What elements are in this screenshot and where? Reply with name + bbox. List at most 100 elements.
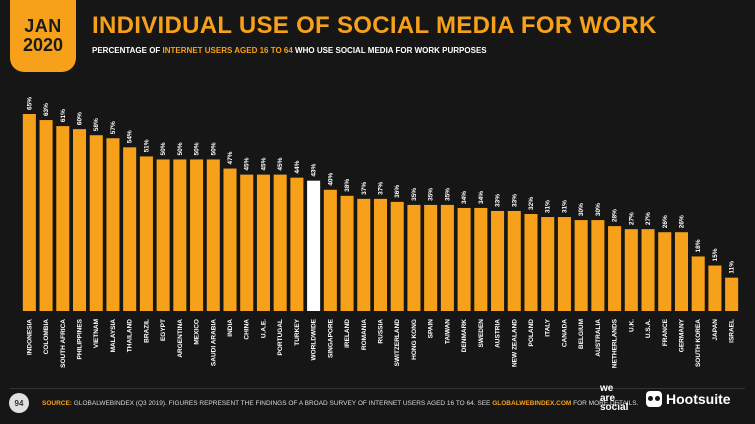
bar-denmark [457, 207, 471, 311]
value-label: 15% [712, 248, 719, 261]
bar-thailand [123, 147, 137, 311]
source-tail: FOR MORE DETAILS. [573, 400, 639, 407]
bar-netherlands [608, 226, 622, 311]
value-label: 45% [244, 157, 251, 170]
value-label: 26% [678, 215, 685, 228]
category-label: ARGENTINA [177, 319, 184, 358]
category-label: MEXICO [194, 319, 201, 345]
category-label: VIETNAM [93, 319, 100, 348]
value-label: 45% [277, 157, 284, 170]
value-label: 36% [394, 185, 401, 198]
value-label: 50% [194, 142, 201, 155]
value-label: 44% [294, 160, 301, 173]
category-label: TURKEY [294, 318, 301, 345]
subtitle-highlight: INTERNET USERS AGED 16 TO 64 [162, 46, 293, 55]
category-label: NETHERLANDS [612, 318, 619, 368]
category-label: PHILIPPINES [77, 318, 84, 359]
category-label: SAUDI ARABIA [210, 319, 217, 366]
bar-poland [524, 214, 538, 311]
category-label: U.A.E. [260, 319, 267, 338]
value-label: 35% [428, 188, 435, 201]
category-label: SPAIN [428, 319, 435, 339]
value-label: 63% [43, 103, 50, 116]
category-label: AUSTRALIA [595, 319, 602, 357]
category-label: SOUTH KOREA [695, 319, 702, 367]
value-label: 27% [628, 212, 635, 225]
bar-saudi-arabia [206, 159, 220, 311]
logo-are: are [600, 392, 616, 404]
category-label: CHINA [244, 319, 251, 340]
bar-ireland [340, 195, 354, 311]
value-label: 51% [143, 139, 150, 152]
value-label: 57% [110, 121, 117, 134]
value-label: 43% [311, 163, 318, 176]
bar-austria [491, 210, 505, 311]
category-label: SWEDEN [478, 319, 485, 348]
bar-spain [424, 204, 438, 311]
value-label: 50% [177, 142, 184, 155]
date-badge: JAN 2020 [10, 0, 76, 72]
category-label: DENMARK [461, 319, 468, 353]
value-label: 31% [545, 200, 552, 213]
category-label: BELGIUM [578, 319, 585, 349]
bar-colombia [39, 120, 53, 311]
category-label: ROMANIA [361, 319, 368, 350]
category-label: PORTUGAL [277, 319, 284, 356]
we-are-social-logo: we are social [600, 384, 628, 413]
value-label: 11% [729, 261, 736, 274]
category-label: SINGAPORE [327, 318, 334, 358]
bar-argentina [173, 159, 187, 311]
value-label: 28% [612, 209, 619, 222]
value-label: 54% [127, 130, 134, 143]
value-label: 32% [528, 197, 535, 210]
bar-south-korea [691, 256, 705, 311]
category-label: IRELAND [344, 319, 351, 348]
category-label: WORLDWIDE [311, 318, 318, 360]
bar-u-a-e [256, 174, 270, 311]
value-label: 37% [378, 182, 385, 195]
value-label: 50% [210, 142, 217, 155]
page-number: 94 [9, 393, 29, 413]
bar-vietnam [89, 135, 103, 311]
category-label: EGYPT [160, 319, 167, 341]
bar-russia [373, 198, 388, 311]
category-label: AUSTRIA [495, 319, 502, 348]
source-text: GLOBALWEBINDEX (Q3 2019). FIGURES REPRES… [73, 400, 491, 407]
bar-brazil [139, 156, 153, 311]
hootsuite-logo: Hootsuite [646, 391, 731, 407]
logo-we: we [600, 383, 614, 394]
bar-south-africa [56, 126, 70, 312]
value-label: 37% [361, 182, 368, 195]
category-label: THAILAND [127, 319, 134, 353]
value-label: 30% [595, 203, 602, 216]
category-label: RUSSIA [378, 319, 385, 344]
bar-egypt [156, 159, 170, 311]
bar-canada [557, 217, 571, 311]
subtitle-pre: PERCENTAGE OF [92, 46, 161, 55]
value-label: 50% [160, 142, 167, 155]
bar-sweden [474, 207, 488, 311]
value-label: 34% [478, 191, 485, 204]
source-link[interactable]: GLOBALWEBINDEX.COM [492, 400, 572, 407]
value-label: 60% [77, 112, 84, 125]
date-month: JAN [24, 16, 62, 37]
footer-divider [10, 388, 745, 389]
bar-new-zealand [507, 210, 521, 311]
value-label: 26% [662, 215, 669, 228]
subtitle-post: WHO USE SOCIAL MEDIA FOR WORK PURPOSES [295, 46, 487, 55]
bar-italy [541, 217, 555, 311]
bar-turkey [290, 177, 304, 311]
bar-switzerland [390, 201, 404, 311]
bar-mexico [190, 159, 204, 311]
bar-israel [725, 277, 739, 311]
source-label: SOURCE: [42, 400, 72, 407]
category-label: SWITZERLAND [394, 319, 401, 367]
bar-singapore [323, 189, 337, 311]
date-year: 2020 [22, 35, 64, 55]
bar-chart: 65% INDONESIA 63% COLOMBIA 61% SOUTH AFRICA 60… [22, 97, 739, 368]
value-label: 27% [645, 212, 652, 225]
page-title: INDIVIDUAL USE OF SOCIAL MEDIA FOR WORK [92, 12, 657, 39]
category-label: NEW ZEALAND [511, 319, 518, 367]
category-label: MALAYSIA [110, 319, 117, 353]
category-label: GERMANY [678, 318, 685, 352]
